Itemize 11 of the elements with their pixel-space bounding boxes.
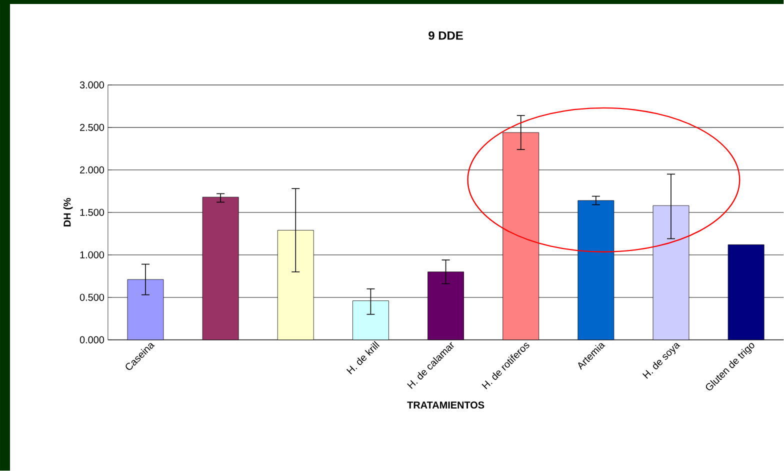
y-tick-label: 1.500 (80, 208, 104, 216)
y-tick-label: 0.500 (80, 294, 104, 301)
y-tick-label: 2.500 (80, 124, 104, 132)
x-tick-label: H. de krill (346, 341, 380, 375)
y-tick-label: 1.000 (80, 251, 104, 259)
y-tick-label: 3.000 (80, 82, 104, 89)
y-tick-label: 2.000 (80, 166, 104, 174)
chart-title: 9 DDE (428, 31, 463, 40)
x-axis-title: TRATAMIENTOS (407, 402, 484, 409)
y-axis-title: DH (% (63, 198, 73, 226)
y-tick-label: 0.000 (80, 336, 104, 344)
